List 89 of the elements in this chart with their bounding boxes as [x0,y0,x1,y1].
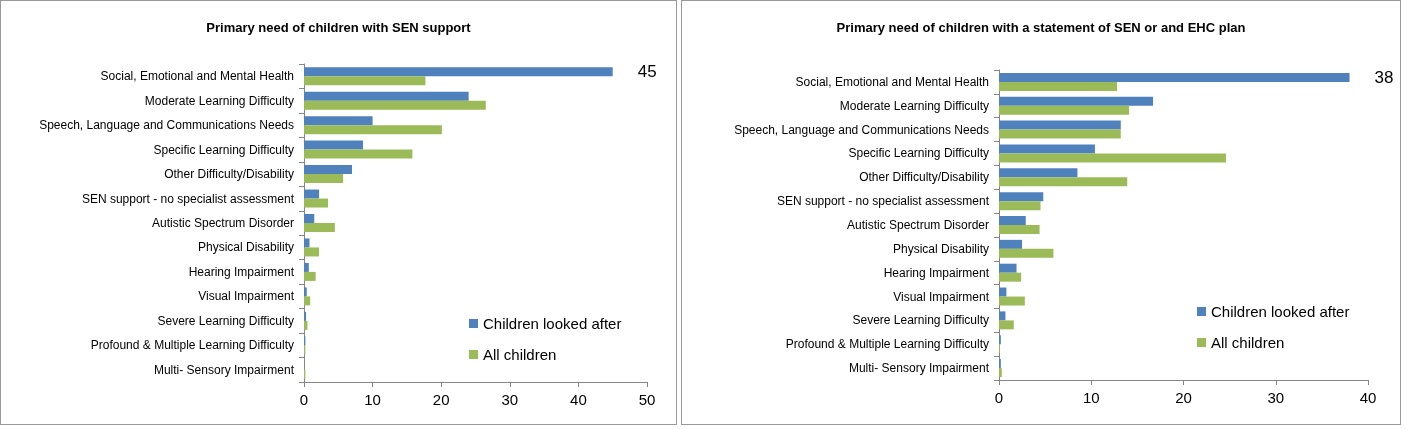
bar [999,239,1023,249]
y-tick-label: Multi- Sensory Impairment [153,362,295,377]
y-tick-label: Autistic Spectrum Disorder [151,216,294,230]
y-tick-label: Specific Learning Difficulty [848,146,989,161]
y-tick-label: Profound & Multiple Learning Difficulty [785,337,989,352]
x-tick-label: 30 [1267,389,1285,406]
x-tick-label: 30 [501,391,519,408]
y-tick-label: Social, Emotional and Mental Health [795,74,989,89]
y-tick-label: Speech, Language and Communications Needs [734,122,989,137]
legend-label: All children [483,346,557,363]
bar [304,125,442,135]
bar [304,189,320,199]
bar [999,201,1041,211]
y-tick-label: Social, Emotional and Mental Health [100,69,294,84]
bar [304,76,426,86]
bar [999,320,1014,330]
y-tick-label: Hearing Impairment [188,264,295,279]
bar [304,223,335,232]
bar [304,165,353,175]
y-tick-label: Other Difficulty/Disability [859,170,989,185]
bar [999,296,1025,306]
data-label: 38 [1374,67,1394,87]
y-tick-label: Severe Learning Difficulty [157,313,294,328]
bar [304,296,311,306]
bar [304,287,307,297]
x-tick-label: 20 [1175,389,1192,406]
bar [304,100,486,110]
y-tick-label: Autistic Spectrum Disorder [846,218,989,232]
x-tick-label: 40 [570,391,587,408]
y-tick-label: Speech, Language and Communications Needs [39,118,294,133]
y-tick-label: Moderate Learning Difficulty [839,98,989,113]
bar [999,129,1121,139]
y-tick-label: Visual Impairment [893,289,990,304]
bar [304,262,309,272]
bar [304,116,373,126]
data-label: 45 [637,62,657,82]
bar [999,192,1044,202]
y-tick-label: Physical Disability [197,240,294,255]
bar [304,311,307,321]
bar [304,198,329,208]
chart-title: Primary need of children with a statement of SEN or and EHC plan [836,20,1246,35]
bar [304,91,469,101]
x-tick-label: 10 [364,391,381,408]
x-tick-label: 0 [299,391,309,408]
bar [999,368,1002,378]
bar [304,238,310,248]
bar [999,81,1118,91]
x-tick-label: 40 [1359,389,1377,406]
y-tick-label: Multi- Sensory Impairment [848,361,990,376]
bar [999,225,1040,234]
y-tick-label: Specific Learning Difficulty [153,142,294,157]
bar [304,149,413,159]
y-tick-label: Profound & Multiple Learning Difficulty [90,338,294,353]
legend-label: Children looked after [483,315,622,332]
y-tick-label: Other Difficulty/Disability [164,167,294,182]
bar [999,72,1350,82]
legend-label: All children [1211,334,1285,351]
chart-title: Primary need of children with SEN support [206,20,472,35]
bar [304,271,316,281]
bar [999,144,1095,154]
bar [304,67,613,77]
bar [999,168,1078,178]
bar [304,214,315,223]
bar [304,140,363,150]
y-tick-label: Hearing Impairment [883,265,990,280]
y-tick-label: SEN support - no specialist assessment [776,194,990,209]
x-tick-label: 20 [432,391,450,408]
bar [999,177,1128,187]
bar [999,120,1121,130]
bar [999,216,1026,225]
x-tick-label: 10 [1082,389,1100,406]
bar [999,105,1130,115]
bar [999,248,1054,258]
bar [999,263,1017,273]
bar [999,311,1006,321]
y-tick-label: Severe Learning Difficulty [852,313,989,328]
bar [304,247,320,257]
y-tick-label: SEN support - no specialist assessment [81,191,295,206]
legend-label: Children looked after [1211,303,1350,320]
x-tick-label: 0 [994,389,1004,406]
bar [304,174,344,184]
y-tick-label: Visual Impairment [198,289,295,304]
bar [999,153,1226,163]
x-tick-label: 50 [638,391,656,408]
bar [999,272,1022,282]
y-tick-label: Moderate Learning Difficulty [144,93,294,108]
y-tick-label: Physical Disability [892,241,989,256]
bar [999,96,1154,106]
bar [999,287,1007,297]
